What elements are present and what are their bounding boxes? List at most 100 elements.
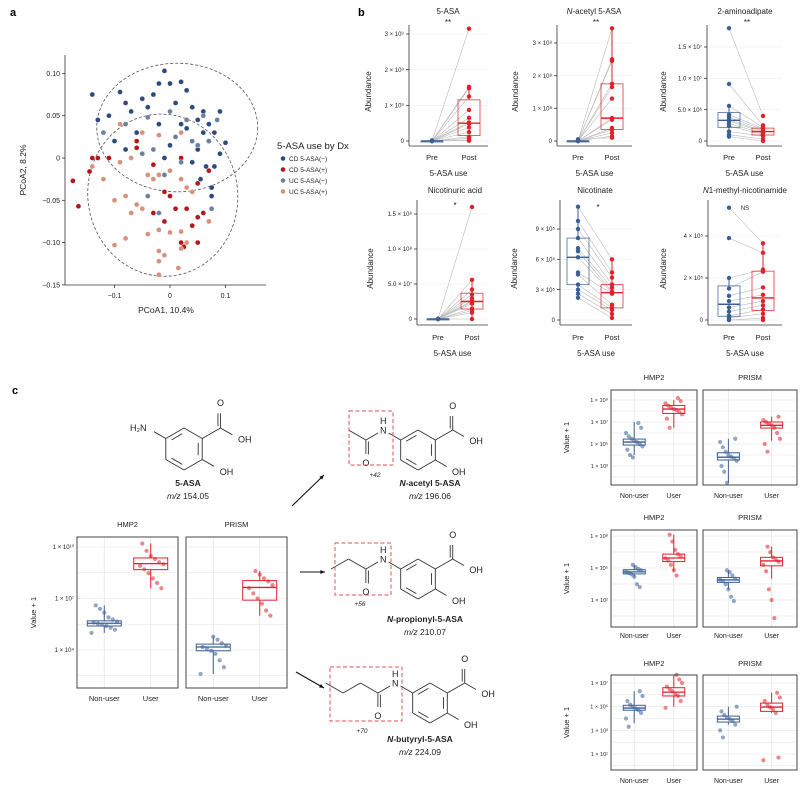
data-point bbox=[638, 710, 644, 715]
scatter-point bbox=[106, 113, 112, 119]
data-point bbox=[776, 414, 781, 419]
scatter-point bbox=[122, 193, 129, 199]
y-axis-label: Value + 1 bbox=[562, 422, 571, 453]
y-tick-label: 1 × 10⁹ bbox=[590, 397, 608, 404]
data-point bbox=[215, 637, 220, 642]
significance-label: ** bbox=[744, 18, 750, 27]
scatter-point bbox=[200, 113, 206, 119]
subplot-title-text: 2-aminoadipate bbox=[717, 7, 773, 16]
data-point bbox=[575, 249, 581, 254]
facet-title: PRISM bbox=[738, 373, 762, 382]
x-tick-label: Post bbox=[604, 153, 620, 162]
confidence-ellipse bbox=[96, 62, 259, 193]
paired-line bbox=[577, 293, 613, 315]
y-tick-label: 0.10 bbox=[46, 71, 60, 78]
data-point bbox=[89, 630, 94, 635]
scatter-point bbox=[206, 138, 212, 144]
data-point bbox=[726, 205, 732, 210]
scatter-point bbox=[139, 129, 145, 136]
scatter-point bbox=[161, 189, 168, 195]
subplot-title-text: 5-ASA bbox=[436, 7, 460, 16]
scatter-point bbox=[211, 163, 218, 170]
bond bbox=[183, 427, 203, 439]
data-point bbox=[255, 596, 260, 601]
data-point bbox=[734, 704, 739, 709]
paired-line bbox=[577, 60, 613, 142]
data-point bbox=[726, 293, 732, 299]
data-point bbox=[726, 26, 732, 31]
paired-line bbox=[728, 300, 764, 308]
y-tick-label: 1 × 10⁵ bbox=[590, 704, 608, 711]
data-point bbox=[678, 398, 683, 404]
data-point bbox=[144, 548, 149, 553]
bond bbox=[412, 712, 431, 724]
atom-label: H bbox=[380, 545, 387, 555]
scatter-point bbox=[167, 108, 173, 115]
bond bbox=[405, 587, 417, 595]
scatter-point bbox=[183, 184, 190, 191]
data-point bbox=[664, 416, 670, 421]
facet-title: HMP2 bbox=[644, 659, 665, 668]
bond bbox=[452, 558, 465, 566]
scatter-point bbox=[195, 214, 201, 220]
paired-line bbox=[728, 317, 764, 321]
data-point bbox=[637, 689, 642, 694]
scatter-point bbox=[183, 239, 190, 246]
data-point bbox=[466, 138, 472, 143]
scatter-point bbox=[86, 168, 93, 175]
data-point bbox=[726, 275, 732, 281]
x-tick-label: Post bbox=[755, 333, 771, 342]
atom-label: OH bbox=[452, 596, 466, 606]
paired-line bbox=[728, 105, 764, 128]
data-point bbox=[609, 81, 615, 87]
bond bbox=[153, 431, 167, 439]
paired-line bbox=[577, 284, 613, 309]
y-tick-label: 0 bbox=[56, 156, 60, 163]
data-point bbox=[760, 303, 766, 308]
x-tick-label: 0 bbox=[168, 293, 172, 300]
data-point bbox=[718, 439, 723, 445]
x-axis-label: 5-ASA use bbox=[726, 349, 764, 358]
mz-value: 224.09 bbox=[413, 747, 442, 757]
legend-label: UC 5-ASA(−) bbox=[289, 178, 327, 185]
bond bbox=[447, 712, 459, 720]
paired-line bbox=[431, 123, 470, 142]
scatter-point bbox=[178, 79, 184, 85]
data-point bbox=[575, 246, 581, 251]
bond bbox=[405, 458, 417, 466]
x-tick-label: User bbox=[764, 493, 779, 500]
paired-line bbox=[577, 248, 613, 288]
data-point bbox=[760, 133, 766, 139]
scatter-point bbox=[211, 129, 218, 136]
facet-title: PRISM bbox=[225, 520, 249, 529]
data-point bbox=[760, 298, 766, 304]
arrow bbox=[291, 474, 325, 507]
significance-label: ** bbox=[445, 18, 451, 27]
data-point bbox=[219, 641, 224, 646]
y-tick-label: 1.5 × 10⁷ bbox=[678, 44, 702, 51]
molecule-name: N-acetyl 5-ASA bbox=[400, 478, 461, 488]
scatter-point bbox=[122, 146, 129, 153]
x-tick-label: Non-user bbox=[714, 778, 743, 785]
bond bbox=[183, 459, 203, 471]
facet-frame bbox=[610, 389, 698, 486]
y-tick-label: −0.10 bbox=[42, 240, 60, 247]
legend-marker bbox=[280, 189, 286, 194]
data-point bbox=[609, 127, 615, 132]
data-point bbox=[775, 690, 780, 695]
data-point bbox=[762, 698, 767, 704]
scatter-point bbox=[134, 138, 140, 144]
bond bbox=[435, 459, 447, 467]
bond bbox=[417, 558, 436, 570]
scatter-point bbox=[167, 80, 173, 87]
x-tick-label: Pre bbox=[426, 153, 438, 162]
data-point bbox=[469, 204, 475, 210]
facet-frame bbox=[702, 389, 798, 486]
data-point bbox=[609, 275, 615, 280]
scatter-point bbox=[150, 146, 157, 153]
data-point bbox=[575, 204, 581, 209]
scatter-point bbox=[161, 155, 168, 161]
data-point bbox=[723, 582, 728, 587]
scatter-point bbox=[100, 176, 107, 182]
mz-prefix: m/z bbox=[167, 491, 181, 501]
